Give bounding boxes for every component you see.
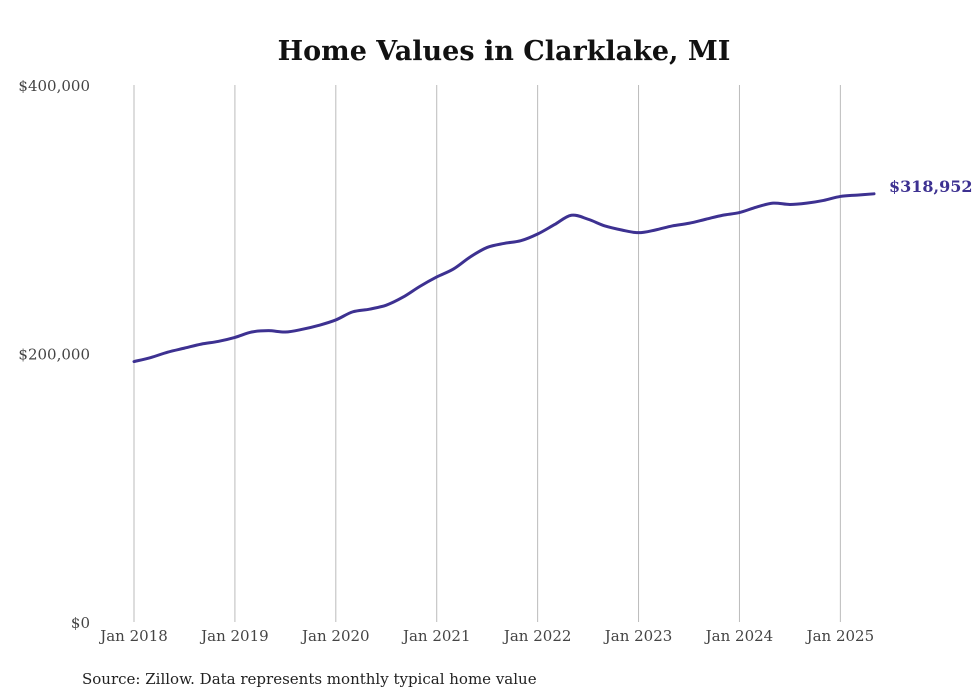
x-tick-label: Jan 2018 (98, 627, 168, 645)
x-axis: Jan 2018 Jan 2019 Jan 2020 Jan 2021 Jan 2022… (98, 627, 874, 645)
x-tick-label: Jan 2024 (704, 627, 774, 645)
x-tick-label: Jan 2021 (401, 627, 471, 645)
source-note: Source: Zillow. Data represents monthly … (82, 670, 537, 688)
y-tick-label: $200,000 (18, 346, 90, 364)
gridlines (133, 85, 841, 622)
y-tick-label: $0 (71, 614, 90, 632)
x-tick-label: Jan 2022 (502, 627, 572, 645)
y-tick-label: $400,000 (18, 77, 90, 95)
end-value-label: $318,952 (889, 177, 973, 196)
chart-title: Home Values in Clarklake, MI (278, 36, 731, 67)
x-tick-label: Jan 2025 (805, 627, 875, 645)
y-axis: $400,000 $200,000 $0 (18, 77, 90, 632)
series-layer (132, 192, 876, 364)
x-tick-label: Jan 2019 (199, 627, 269, 645)
x-tick-label: Jan 2020 (300, 627, 370, 645)
x-tick-label: Jan 2023 (603, 627, 673, 645)
series-line (132, 192, 876, 364)
